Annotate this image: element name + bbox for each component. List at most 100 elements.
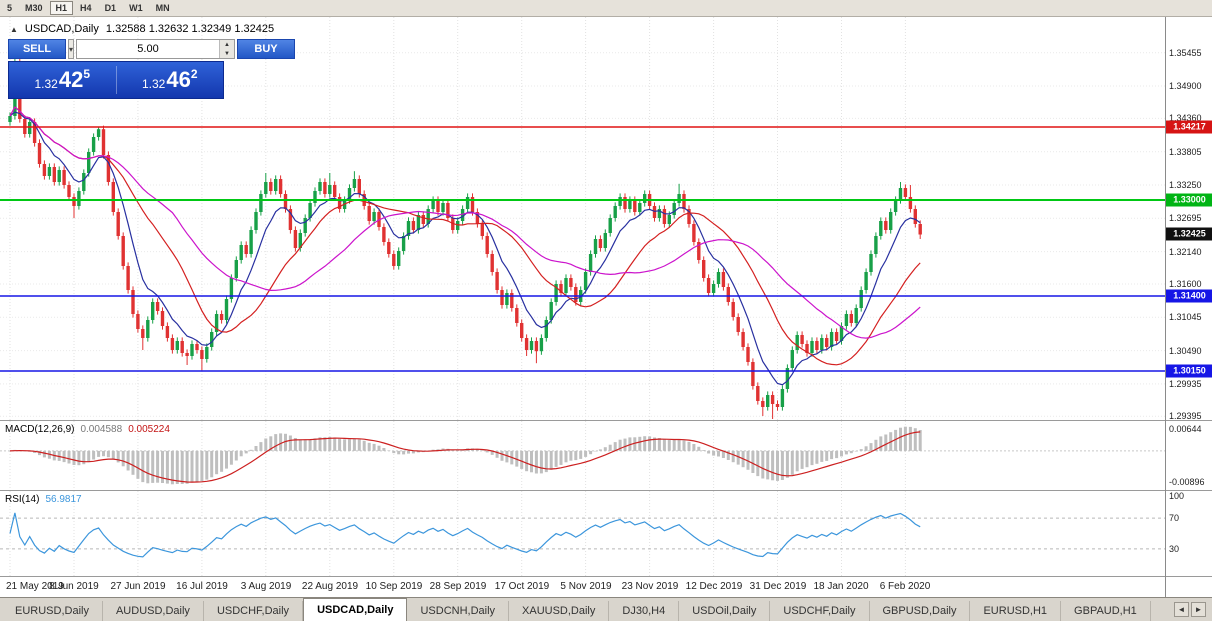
price-display-row: 1.32 42 5 1.32 46 2 [8, 61, 224, 99]
symbol-tab-USDOil-Daily[interactable]: USDOil,Daily [679, 601, 771, 621]
rsi-axis-label: 100 [1169, 491, 1185, 501]
price-axis-label: 1.33805 [1169, 147, 1202, 157]
buy-price-display[interactable]: 1.32 46 2 [117, 62, 224, 98]
rsi-axis[interactable]: 100 70 30 [1166, 491, 1212, 577]
ma-fast-line [9, 111, 921, 386]
macd-indicator-label: MACD(12,26,9) 0.004588 0.005224 [5, 424, 170, 435]
price-axis-label: 1.31600 [1169, 279, 1202, 289]
sell-price-big: 42 [58, 67, 84, 92]
price-axis-main[interactable]: 1.35455 1.34900 1.34360 1.33805 1.33250 1.326… [1166, 17, 1212, 421]
volume-up-button[interactable]: ▲ [220, 40, 235, 49]
date-axis-label: 10 Sep 2019 [365, 581, 423, 592]
sell-button[interactable]: SELL [8, 39, 66, 59]
timeframe-button-W1[interactable]: W1 [123, 1, 149, 15]
timeframe-button-M30[interactable]: M30 [19, 1, 49, 15]
volume-down-button[interactable]: ▼ [220, 49, 235, 58]
sell-price-prefix: 1.32 [34, 76, 58, 91]
date-axis-label: 23 Nov 2019 [621, 581, 679, 592]
price-axis-label: 1.35455 [1169, 48, 1202, 58]
buy-price-prefix: 1.32 [141, 76, 166, 91]
date-axis-label: 3 Aug 2019 [240, 581, 292, 592]
support2-line-badge: 1.30150 [1166, 364, 1212, 378]
volume-stepper: ▲ ▼ [219, 40, 235, 58]
date-axis-label: 31 Dec 2019 [749, 581, 807, 592]
volume-field: ▲ ▼ [76, 39, 236, 59]
symbol-tab-USDCNH-Daily[interactable]: USDCNH,Daily [407, 601, 510, 621]
resistance-line-badge: 1.34217 [1166, 120, 1212, 134]
ma-slow-line [9, 106, 921, 339]
timeframe-button-D1[interactable]: D1 [99, 1, 123, 15]
date-axis-label: 6 Feb 2020 [879, 581, 931, 592]
price-axis-label: 1.31045 [1169, 312, 1202, 322]
chart-tab-bar: EURUSD,Daily AUDUSD,Daily USDCHF,Daily USDC… [0, 597, 1212, 621]
ma-medium-line [9, 106, 921, 366]
price-axis-label: 1.29935 [1169, 379, 1202, 389]
symbol-tab-AUDUSD-Daily[interactable]: AUDUSD,Daily [103, 601, 204, 621]
symbol-tab-USDCHF-Daily[interactable]: USDCHF,Daily [770, 601, 870, 621]
date-axis-label: 27 Jun 2019 [110, 581, 166, 592]
chevron-down-icon: ▾ [69, 44, 74, 54]
date-axis-label: 17 Oct 2019 [494, 581, 550, 592]
pivot-line-badge: 1.33000 [1166, 193, 1212, 207]
chart-ohlc-values: 1.32588 1.32632 1.32349 1.32425 [105, 23, 275, 35]
support1-line-badge: 1.31400 [1166, 289, 1212, 303]
timeframe-button-MN[interactable]: MN [150, 1, 176, 15]
rsi-line [9, 512, 921, 558]
macd-chart-canvas[interactable] [0, 421, 1165, 490]
symbol-tab-DJ30-H4[interactable]: DJ30,H4 [609, 601, 680, 621]
price-axis-label: 1.34900 [1169, 81, 1202, 91]
current-price-badge: 1.32425 [1166, 227, 1212, 241]
sell-price-display[interactable]: 1.32 42 5 [9, 62, 116, 98]
chart-workspace: ▲ USDCAD,Daily 1.32588 1.32632 1.32349 1… [0, 17, 1212, 597]
collapse-panel-icon[interactable]: ▲ [10, 24, 18, 34]
chart-tabs: EURUSD,Daily AUDUSD,Daily USDCHF,Daily USDC… [0, 598, 1168, 621]
one-click-trading-panel: SELL ▾ ▲ ▼ BUY 1.32425 [8, 39, 296, 99]
rsi-axis-label: 70 [1169, 513, 1180, 523]
sell-price-pip: 5 [83, 67, 91, 81]
macd-panel[interactable]: MACD(12,26,9) 0.004588 0.005224 [0, 421, 1165, 491]
rsi-value: 56.9817 [45, 494, 82, 505]
macd-signal-value: 0.005224 [128, 424, 170, 435]
macd-axis-label: 0.00644 [1169, 424, 1202, 434]
symbol-tab-EURUSD-Daily[interactable]: EURUSD,Daily [2, 601, 103, 621]
price-axis-label: 1.34360 [1169, 113, 1202, 123]
timeframe-toolbar: 5 M30 H1 H4 D1 W1 MN [0, 0, 1212, 17]
price-axis-label: 1.32140 [1169, 247, 1202, 257]
rsi-panel[interactable]: RSI(14) 56.9817 [0, 491, 1165, 577]
volume-input[interactable] [77, 40, 220, 58]
date-axis-label: 8 Jun 2019 [49, 581, 99, 592]
macd-value: 0.004588 [80, 424, 123, 435]
candlestick-chart-canvas[interactable] [0, 17, 1165, 420]
price-axis[interactable]: 1.35455 1.34900 1.34360 1.33805 1.33250 1.326… [1165, 17, 1212, 597]
buy-button[interactable]: BUY [237, 39, 296, 59]
chart-symbol-header: ▲ USDCAD,Daily 1.32588 1.32632 1.32349 1… [10, 23, 274, 35]
tab-scroll-controls: ◄ ► [1168, 602, 1212, 621]
price-axis-label: 1.29395 [1169, 411, 1202, 421]
buy-price-big: 46 [166, 67, 191, 92]
date-axis-label: 16 Jul 2019 [176, 581, 228, 592]
date-axis[interactable]: 21 May 2019 8 Jun 2019 27 Jun 2019 16 Jul 2… [0, 577, 1165, 597]
chart-title: USDCAD,Daily [24, 23, 99, 35]
price-divider [115, 66, 117, 94]
macd-axis-label: -0.00896 [1169, 477, 1205, 487]
chart-column: ▲ USDCAD,Daily 1.32588 1.32632 1.32349 1… [0, 17, 1165, 597]
price-axis-label: 1.32695 [1169, 213, 1202, 223]
tab-scroll-left-icon[interactable]: ◄ [1174, 602, 1189, 617]
timeframe-button-5[interactable]: 5 [1, 1, 18, 15]
symbol-tab-USDCHF-Daily[interactable]: USDCHF,Daily [204, 601, 304, 621]
timeframe-button-H1[interactable]: H1 [49, 1, 74, 15]
date-axis-label: 22 Aug 2019 [301, 581, 359, 592]
tab-scroll-right-icon[interactable]: ► [1191, 602, 1206, 617]
main-chart-panel[interactable]: ▲ USDCAD,Daily 1.32588 1.32632 1.32349 1… [0, 17, 1165, 421]
price-axis-label: 1.33250 [1169, 180, 1202, 190]
volume-dropdown-button[interactable]: ▾ [68, 39, 75, 59]
symbol-tab-XAUUSD-Daily[interactable]: XAUUSD,Daily [509, 601, 610, 621]
rsi-chart-canvas[interactable] [0, 491, 1165, 576]
symbol-tab-GBPAUD-H1[interactable]: GBPAUD,H1 [1061, 601, 1151, 621]
candles [8, 50, 922, 419]
symbol-tab-USDCAD-Daily[interactable]: USDCAD,Daily [303, 598, 408, 621]
macd-axis[interactable]: 0.00644 -0.00896 [1166, 421, 1212, 491]
symbol-tab-EURUSD-H1[interactable]: EURUSD,H1 [970, 601, 1062, 621]
timeframe-button-H4[interactable]: H4 [74, 1, 98, 15]
symbol-tab-GBPUSD-Daily[interactable]: GBPUSD,Daily [870, 601, 971, 621]
